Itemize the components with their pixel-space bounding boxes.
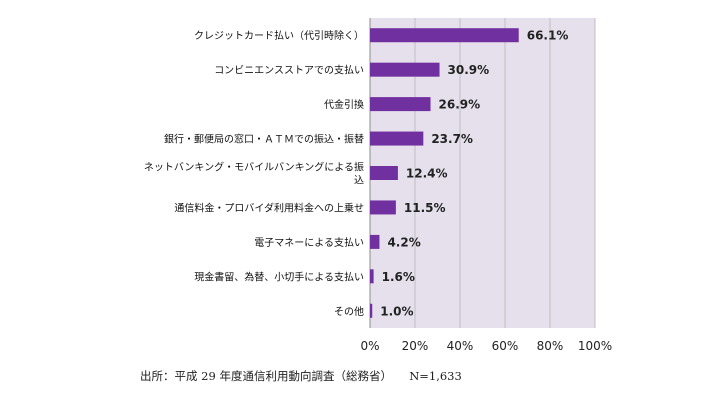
category-label-line: 通信料金・プロバイダ利用料金への上乗せ bbox=[174, 201, 364, 214]
category-labels: クレジットカード払い（代引時除く） コンビニエンスストアでの支払い代金引換銀行・郵… bbox=[144, 29, 364, 318]
category-label: その他 bbox=[334, 305, 364, 318]
category-label: 現金書留、為替、小切手による支払い bbox=[194, 270, 364, 283]
x-tick-label: 20% bbox=[402, 339, 429, 353]
data-label: 4.2% bbox=[387, 235, 420, 249]
x-axis-ticks: 0% 20% 40% 60% 80% 100% bbox=[360, 339, 612, 353]
x-tick-label: 60% bbox=[492, 339, 519, 353]
category-label: ネットバンキング・モバイルバンキングによる振込 bbox=[144, 161, 364, 187]
bar bbox=[370, 97, 431, 112]
category-label-line: クレジットカード払い（代引時除く） bbox=[194, 29, 364, 42]
bar bbox=[370, 303, 373, 318]
category-label: 通信料金・プロバイダ利用料金への上乗せ bbox=[174, 201, 364, 214]
category-label: 代金引換 bbox=[324, 98, 364, 111]
data-label: 1.6% bbox=[382, 270, 415, 284]
category-label-line: ネットバンキング・モバイルバンキングによる振 bbox=[144, 161, 364, 174]
category-label-line: 代金引換 bbox=[324, 98, 364, 111]
data-labels: 66.1% 30.9% 26.9% 23.7% 12.4% 11.5% 4.2% 1.6% 1.… bbox=[380, 29, 568, 319]
data-label: 11.5% bbox=[404, 201, 446, 215]
category-label: 電子マネーによる支払い bbox=[254, 236, 364, 249]
category-label: 銀行・郵便局の窓口・ＡＴＭでの振込・振替 bbox=[164, 133, 364, 146]
x-tick-label: 80% bbox=[537, 339, 564, 353]
category-label: コンビニエンスストアでの支払い bbox=[214, 64, 364, 77]
category-label-line: 銀行・郵便局の窓口・ＡＴＭでの振込・振替 bbox=[164, 133, 364, 146]
x-tick-label: 40% bbox=[447, 339, 474, 353]
bars bbox=[370, 28, 519, 318]
category-label: クレジットカード払い（代引時除く） bbox=[194, 29, 364, 42]
source-note: 出所：平成 29 年度通信利用動向調査（総務省） N=1,633 bbox=[140, 369, 462, 383]
category-label-line: 込 bbox=[354, 175, 364, 187]
category-label-line: 電子マネーによる支払い bbox=[254, 236, 364, 249]
data-label: 23.7% bbox=[431, 132, 473, 146]
data-label: 12.4% bbox=[406, 167, 448, 181]
bar bbox=[370, 200, 396, 215]
bar bbox=[370, 234, 380, 249]
x-tick-label: 0% bbox=[360, 339, 379, 353]
bar bbox=[370, 166, 398, 180]
data-label: 30.9% bbox=[448, 63, 490, 77]
bar bbox=[370, 269, 374, 284]
category-label-line: その他 bbox=[334, 305, 364, 318]
bar bbox=[370, 28, 519, 43]
data-label: 26.9% bbox=[439, 98, 481, 112]
x-tick-label: 100% bbox=[578, 339, 612, 353]
category-label-line: コンビニエンスストアでの支払い bbox=[214, 64, 364, 77]
data-label: 1.0% bbox=[380, 304, 413, 318]
bar bbox=[370, 131, 424, 146]
data-label: 66.1% bbox=[527, 29, 569, 43]
category-label-line: 現金書留、為替、小切手による支払い bbox=[194, 270, 364, 283]
bar bbox=[370, 62, 440, 77]
